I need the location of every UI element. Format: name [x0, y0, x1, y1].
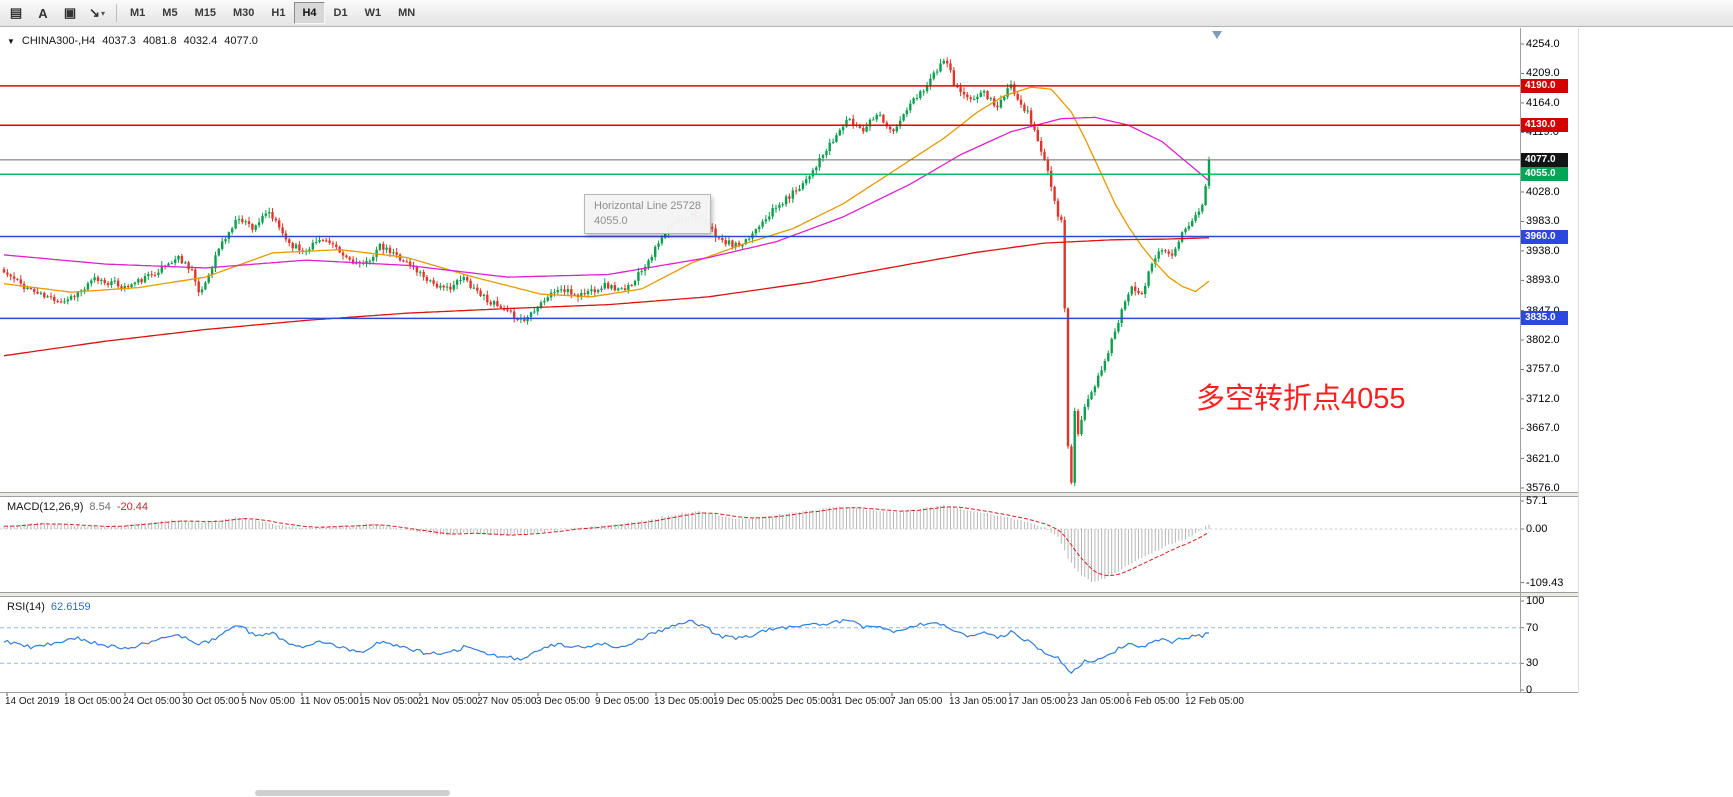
chart-type-icon-glyph: ▤: [9, 5, 23, 20]
rsi-line: [3, 618, 1210, 674]
timeframes-toolbar: M1 M5 M15 M30 H1 H4 D1 W1 MN: [122, 2, 424, 24]
moving-averages: [3, 86, 1210, 357]
ma-slow-red: [3, 237, 1210, 357]
line-tool-icon-glyph: ↘: [89, 5, 100, 20]
line-studies-toolbar: ▤ A ▣ ↘ ▾: [3, 1, 111, 25]
timeframe-button-H4[interactable]: H4: [294, 2, 325, 24]
caret-down-icon: ▾: [100, 8, 105, 18]
macd-signal-line: [3, 506, 1210, 577]
shift-end-marker: [1212, 31, 1222, 39]
timeframe-button-M1[interactable]: M1: [130, 7, 146, 19]
indicator-plots: [0, 505, 1520, 674]
timeframe-button-M30[interactable]: M30: [232, 7, 255, 19]
timeframe-button-H1[interactable]: H1: [271, 7, 286, 19]
ma-fast-orange: [3, 86, 1210, 298]
horizontal-level-lines[interactable]: [0, 85, 1520, 320]
chart-type-icon[interactable]: ▤: [3, 1, 29, 25]
timeframe-button-M15[interactable]: M15: [194, 7, 216, 19]
text-annotation-icon[interactable]: A: [30, 1, 56, 25]
timeframe-button-D1[interactable]: D1: [333, 7, 348, 19]
axis-tick-marks: [6, 43, 1524, 696]
text-annotation-icon-glyph: A: [38, 5, 48, 21]
toolbar-separator: [116, 4, 117, 22]
line-tool-icon[interactable]: ↘ ▾: [84, 1, 110, 25]
timeframe-button-W1[interactable]: W1: [364, 7, 382, 19]
label-tool-icon-glyph: ▣: [63, 5, 77, 20]
timeframe-button-MN[interactable]: MN: [398, 7, 416, 19]
ma-mid-magenta: [3, 116, 1210, 278]
candlesticks: [2, 57, 1211, 487]
toolbar: ▤ A ▣ ↘ ▾ M1 M5 M15 M30 H1 H4 D1 W1 MN: [0, 0, 1733, 27]
timeframe-button-M5[interactable]: M5: [162, 7, 178, 19]
label-tool-icon[interactable]: ▣: [57, 1, 83, 25]
